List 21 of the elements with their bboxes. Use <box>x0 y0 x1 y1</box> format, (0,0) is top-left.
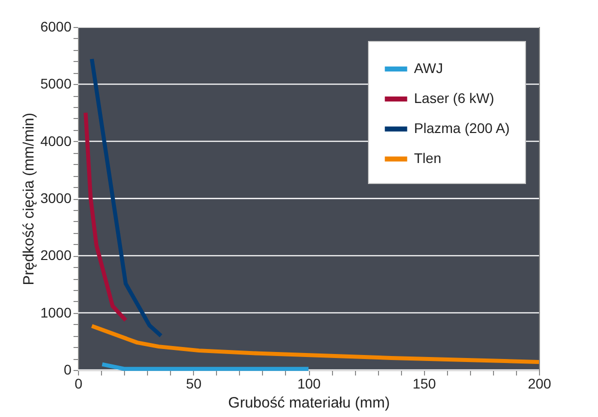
y-tick-label: 2000 <box>40 247 72 264</box>
y-tick-label: 5000 <box>40 76 72 92</box>
x-tick-label: 100 <box>297 376 321 392</box>
line-series <box>90 57 163 338</box>
x-tick-label: 150 <box>412 376 436 392</box>
y-axis-title: Prędkość cięcia (mm/min) <box>20 112 38 286</box>
line-series <box>90 324 541 364</box>
y-tick-label: 4000 <box>40 132 72 149</box>
x-tick-label: 200 <box>528 376 552 392</box>
x-tick-label: 0 <box>74 376 83 392</box>
legend-label: Plazma (200 A) <box>414 120 510 136</box>
legend-label: AWJ <box>414 60 444 76</box>
y-tick-label: 1000 <box>40 304 72 320</box>
y-tick-label: 0 <box>64 362 72 378</box>
y-tick-label: 6000 <box>40 18 72 34</box>
y-tick-label: 3000 <box>40 190 72 206</box>
legend-label: Tlen <box>414 150 442 166</box>
line-series <box>84 110 128 322</box>
legend-label: Laser (6 kW) <box>414 90 494 106</box>
x-axis-title: Grubość materiału (mm) <box>228 394 390 412</box>
x-tick-label: 50 <box>186 376 202 392</box>
